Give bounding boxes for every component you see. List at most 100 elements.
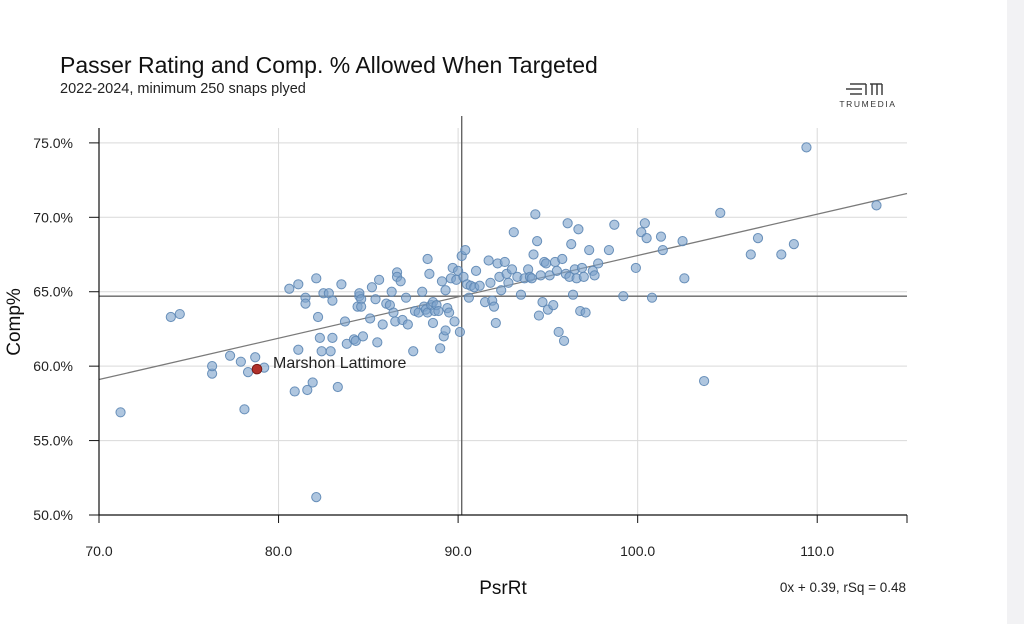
data-point bbox=[440, 325, 451, 336]
data-point bbox=[427, 317, 439, 329]
highlight-point bbox=[251, 363, 263, 375]
data-point bbox=[250, 352, 261, 363]
data-point bbox=[470, 265, 482, 276]
data-point bbox=[562, 218, 573, 229]
data-point bbox=[699, 375, 710, 387]
data-point bbox=[377, 319, 388, 330]
data-point bbox=[433, 305, 444, 317]
data-point bbox=[350, 335, 361, 346]
data-point bbox=[576, 262, 588, 274]
reference-lines bbox=[98, 116, 908, 515]
data-point bbox=[573, 224, 584, 235]
data-point bbox=[752, 233, 764, 244]
data-point bbox=[207, 361, 218, 372]
data-point bbox=[436, 276, 448, 287]
data-point bbox=[557, 253, 568, 265]
data-point bbox=[526, 273, 537, 284]
data-point bbox=[715, 207, 726, 218]
data-point bbox=[679, 273, 690, 284]
x-axis-title: PsrRt bbox=[479, 578, 527, 599]
data-point bbox=[641, 233, 652, 244]
data-point bbox=[174, 308, 185, 320]
data-point bbox=[311, 273, 322, 284]
data-point bbox=[533, 310, 545, 321]
x-tick-label: 70.0 bbox=[85, 543, 112, 559]
y-tick-label: 65.0% bbox=[33, 284, 73, 300]
data-point bbox=[548, 300, 559, 311]
data-point bbox=[374, 274, 385, 285]
data-point bbox=[435, 343, 446, 354]
data-point bbox=[532, 236, 543, 247]
data-point bbox=[356, 301, 367, 312]
data-point bbox=[293, 279, 304, 290]
data-point bbox=[630, 262, 641, 274]
data-point bbox=[639, 218, 650, 229]
brand-name: TRUMEDIA bbox=[839, 99, 897, 109]
data-point bbox=[327, 332, 338, 343]
data-point bbox=[370, 294, 381, 305]
y-tick-label: 75.0% bbox=[33, 135, 73, 151]
data-point bbox=[339, 316, 351, 327]
x-tick-label: 80.0 bbox=[265, 543, 292, 559]
grid-layer bbox=[99, 128, 907, 516]
data-point bbox=[463, 292, 474, 303]
data-point bbox=[300, 298, 311, 309]
data-point bbox=[567, 289, 579, 300]
data-point bbox=[424, 268, 435, 279]
y-tick-label: 50.0% bbox=[33, 507, 73, 523]
data-point bbox=[603, 244, 615, 256]
data-point bbox=[544, 270, 555, 281]
data-point bbox=[618, 291, 629, 302]
data-point bbox=[788, 239, 799, 250]
data-point bbox=[400, 292, 412, 303]
chart-title: Passer Rating and Comp. % Allowed When T… bbox=[60, 52, 598, 78]
data-point bbox=[386, 286, 397, 297]
data-point bbox=[327, 295, 338, 306]
data-point bbox=[528, 249, 539, 260]
data-point bbox=[312, 311, 324, 323]
data-point bbox=[537, 297, 548, 308]
data-point bbox=[417, 286, 428, 297]
y-tick-label: 60.0% bbox=[33, 358, 73, 374]
data-point bbox=[440, 285, 451, 296]
data-point bbox=[483, 255, 494, 266]
data-point bbox=[311, 492, 322, 503]
data-point bbox=[530, 209, 541, 220]
data-point bbox=[490, 317, 501, 329]
data-point bbox=[235, 356, 246, 367]
data-point bbox=[657, 244, 668, 256]
data-point bbox=[115, 407, 126, 418]
y-tick-label: 70.0% bbox=[33, 209, 73, 225]
data-point bbox=[366, 282, 378, 293]
data-point bbox=[871, 200, 882, 211]
data-point bbox=[655, 231, 667, 242]
fit-equation: 0x + 0.39, rSq = 0.48 bbox=[779, 580, 906, 595]
data-points bbox=[115, 142, 882, 503]
data-point bbox=[284, 283, 295, 294]
data-point bbox=[646, 292, 658, 303]
data-point bbox=[165, 311, 176, 323]
data-point bbox=[293, 344, 304, 355]
data-point bbox=[332, 381, 343, 393]
data-point bbox=[402, 319, 413, 330]
data-point bbox=[422, 253, 433, 265]
data-point bbox=[566, 239, 577, 250]
data-point bbox=[325, 346, 336, 357]
data-point bbox=[449, 316, 460, 327]
data-point bbox=[454, 326, 466, 338]
data-point bbox=[535, 270, 546, 281]
data-point bbox=[388, 307, 399, 318]
data-point bbox=[551, 265, 562, 276]
highlight-layer: Marshon Lattimore bbox=[251, 355, 407, 375]
data-point bbox=[365, 313, 376, 324]
data-point bbox=[540, 258, 552, 269]
chart-subtitle: 2022-2024, minimum 250 snaps plyed bbox=[60, 81, 306, 97]
x-tick-label: 100.0 bbox=[620, 543, 655, 559]
data-point bbox=[372, 337, 383, 348]
data-point bbox=[314, 332, 325, 343]
data-point bbox=[553, 326, 564, 338]
data-point bbox=[584, 244, 595, 256]
data-point bbox=[609, 219, 620, 230]
data-point bbox=[593, 258, 604, 269]
